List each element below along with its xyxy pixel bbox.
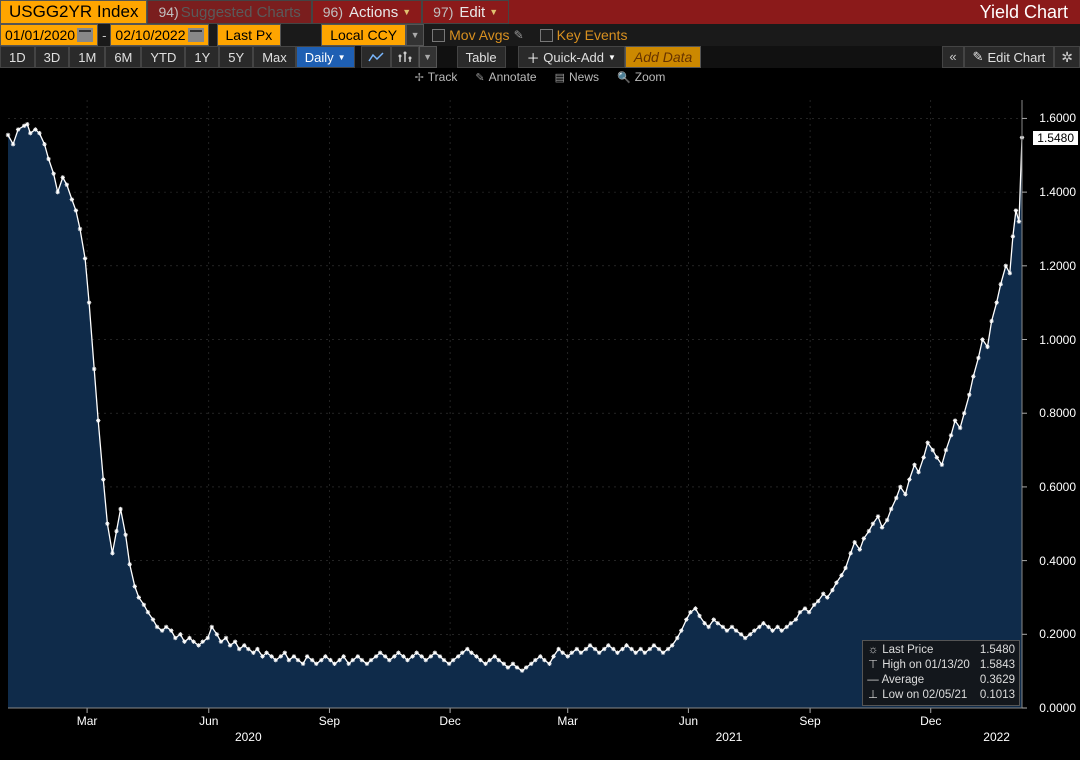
menu-code: 97) xyxy=(433,4,453,20)
frequency-select[interactable]: Daily▼ xyxy=(296,46,355,68)
date-to-value: 02/10/2022 xyxy=(115,27,185,43)
stat-last-value: 1.5480 xyxy=(980,643,1015,658)
actions-menu[interactable]: 96) Actions ▼ xyxy=(312,0,422,24)
crosshair-icon: ✢ xyxy=(415,71,424,84)
range-1y[interactable]: 1Y xyxy=(185,46,219,68)
date-to-input[interactable]: 02/10/2022 xyxy=(110,24,208,46)
range-ytd[interactable]: YTD xyxy=(141,46,185,68)
gear-icon[interactable]: ✲ xyxy=(1054,46,1080,68)
edit-chart-button[interactable]: ✎ Edit Chart xyxy=(964,46,1055,68)
stat-avg-value: 0.3629 xyxy=(980,673,1015,688)
y-tick-label: 0.6000 xyxy=(1039,480,1076,494)
zoom-label: Zoom xyxy=(635,70,666,84)
track-tool[interactable]: ✢ Track xyxy=(415,70,458,84)
news-tool[interactable]: ▤ News xyxy=(555,70,599,84)
chart-type-line-icon[interactable] xyxy=(361,46,391,68)
edit-label: Edit xyxy=(459,4,485,21)
chevron-down-icon: ▼ xyxy=(489,7,498,17)
y-tick-label: 0.4000 xyxy=(1039,554,1076,568)
y-tick-label: 1.4000 xyxy=(1039,185,1076,199)
range-5y[interactable]: 5Y xyxy=(219,46,253,68)
collapse-icon[interactable]: « xyxy=(942,46,963,68)
stat-last-label: Last Price xyxy=(882,644,933,656)
mov-avgs-label: Mov Avgs xyxy=(449,27,509,43)
date-separator: - xyxy=(98,24,110,46)
chevron-down-icon: ▼ xyxy=(402,7,411,17)
y-tick-label: 0.2000 xyxy=(1039,627,1076,641)
annotate-icon: ✎ xyxy=(475,71,484,84)
range-toolbar: 1D3D1M6MYTD1Y5YMax Daily▼ ▼ Table ＋ Quic… xyxy=(0,46,1080,68)
range-1m[interactable]: 1M xyxy=(69,46,105,68)
chart-area[interactable]: 0.0000 0.2000 0.4000 0.6000 0.8000 1.0000 1.20… xyxy=(0,96,1080,760)
x-tick-label: Sep xyxy=(799,714,820,728)
suggested-label: Suggested Charts xyxy=(181,4,301,21)
edit-menu[interactable]: 97) Edit ▼ xyxy=(422,0,509,24)
key-events-label: Key Events xyxy=(557,27,628,43)
x-tick-label: Mar xyxy=(77,714,98,728)
x-tick-label: Dec xyxy=(439,714,460,728)
y-tick-label: 0.0000 xyxy=(1039,701,1076,715)
y-tick-label: 1.2000 xyxy=(1039,259,1076,273)
stats-legend: ☼ Last Price1.5480 ⊤ High on 01/13/201.5… xyxy=(862,640,1020,706)
menu-code: 96) xyxy=(323,4,343,20)
add-data-input[interactable]: Add Data xyxy=(625,46,701,68)
x-year-label: 2020 xyxy=(235,730,262,744)
news-label: News xyxy=(569,70,599,84)
calendar-icon[interactable] xyxy=(77,28,93,42)
table-button[interactable]: Table xyxy=(457,46,506,68)
ccy-select[interactable]: Local CCY xyxy=(321,24,406,46)
range-6m[interactable]: 6M xyxy=(105,46,141,68)
chart-tools: ✢ Track ✎ Annotate ▤ News 🔍 Zoom xyxy=(0,68,1080,88)
date-from-input[interactable]: 01/01/2020 xyxy=(0,24,98,46)
ccy-dropdown-icon[interactable]: ▼ xyxy=(406,24,424,46)
stat-avg-label: Average xyxy=(882,674,925,686)
suggested-charts-menu[interactable]: 94) Suggested Charts xyxy=(147,0,311,24)
y-tick-label: 0.8000 xyxy=(1039,406,1076,420)
stat-high-value: 1.5843 xyxy=(980,658,1015,673)
pencil-icon: ✎ xyxy=(973,49,984,65)
last-price-flag: 1.5480 xyxy=(1033,131,1078,145)
x-year-label: 2022 xyxy=(983,730,1010,744)
quick-add-label: Quick-Add xyxy=(543,50,604,65)
frequency-label: Daily xyxy=(305,50,334,65)
range-3d[interactable]: 3D xyxy=(35,46,70,68)
actions-label: Actions xyxy=(349,4,398,21)
annotate-tool[interactable]: ✎ Annotate xyxy=(475,70,536,84)
news-icon: ▤ xyxy=(555,71,565,84)
quick-add-button[interactable]: ＋ Quick-Add▼ xyxy=(518,46,625,68)
field-select[interactable]: Last Px xyxy=(217,24,282,46)
menu-code: 94) xyxy=(158,4,178,20)
stat-low-value: 0.1013 xyxy=(980,688,1015,703)
stat-low-label: Low on 02/05/21 xyxy=(882,689,967,701)
x-year-label: 2021 xyxy=(716,730,743,744)
stat-high-label: High on 01/13/20 xyxy=(882,659,970,671)
track-label: Track xyxy=(428,70,458,84)
x-tick-label: Dec xyxy=(920,714,941,728)
annotate-label: Annotate xyxy=(489,70,537,84)
zoom-tool[interactable]: 🔍 Zoom xyxy=(617,70,665,84)
x-tick-label: Jun xyxy=(679,714,698,728)
zoom-icon: 🔍 xyxy=(617,71,631,84)
key-events-toggle[interactable]: Key Events xyxy=(532,24,636,46)
chart-settings-icon[interactable] xyxy=(391,46,419,68)
range-1d[interactable]: 1D xyxy=(0,46,35,68)
x-tick-label: Jun xyxy=(199,714,218,728)
checkbox-icon xyxy=(432,29,445,42)
y-tick-label: 1.6000 xyxy=(1039,111,1076,125)
edit-chart-label: Edit Chart xyxy=(987,50,1045,65)
date-from-value: 01/01/2020 xyxy=(5,27,75,43)
chart-type-dropdown-icon[interactable]: ▼ xyxy=(419,46,437,68)
y-tick-label: 1.0000 xyxy=(1039,333,1076,347)
ticker-input[interactable]: USGG2YR Index xyxy=(0,0,147,24)
range-max[interactable]: Max xyxy=(253,46,296,68)
x-tick-label: Mar xyxy=(557,714,578,728)
calendar-icon[interactable] xyxy=(188,28,204,42)
x-tick-label: Sep xyxy=(319,714,340,728)
mov-avgs-toggle[interactable]: Mov Avgs ✎ xyxy=(424,24,532,46)
pencil-icon[interactable]: ✎ xyxy=(514,28,524,42)
checkbox-icon xyxy=(540,29,553,42)
page-title: Yield Chart xyxy=(509,0,1080,24)
